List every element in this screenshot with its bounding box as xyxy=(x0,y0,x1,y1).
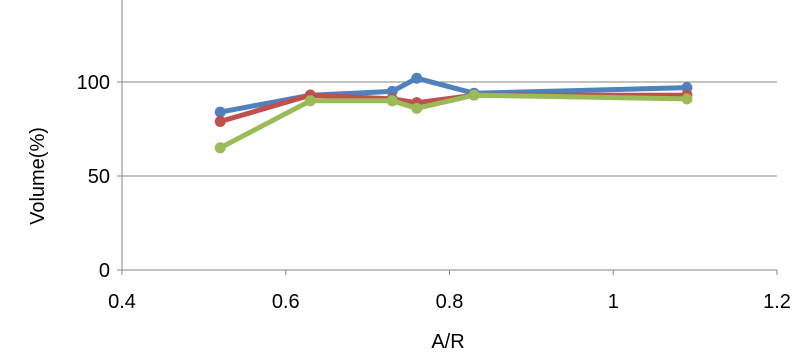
x-tick-label: 1 xyxy=(608,291,619,313)
gridlines xyxy=(122,81,777,177)
x-axis-title: A/R xyxy=(431,331,464,353)
y-tick-label: 0 xyxy=(99,260,110,282)
data-point xyxy=(214,106,226,118)
data-point xyxy=(411,102,423,114)
axes xyxy=(117,0,778,275)
series-layer xyxy=(214,72,693,154)
data-point xyxy=(681,82,693,94)
series-line xyxy=(217,92,690,151)
data-point xyxy=(411,72,423,84)
y-tick-label: 100 xyxy=(77,72,110,94)
x-tick-label: 0.4 xyxy=(108,291,136,313)
series-3 xyxy=(214,89,693,154)
data-point xyxy=(468,89,480,101)
data-point xyxy=(304,95,316,107)
data-point xyxy=(681,93,693,105)
data-point xyxy=(386,95,398,107)
data-point xyxy=(386,85,398,97)
x-tick-label: 1.2 xyxy=(763,291,791,313)
y-axis-title: Volume(%) xyxy=(27,127,49,225)
tick-labels: 0 50 100 0.4 0.6 0.8 1 1.2 xyxy=(77,72,791,313)
data-point xyxy=(214,142,226,154)
x-tick-label: 0.6 xyxy=(272,291,300,313)
x-tick-label: 0.8 xyxy=(436,291,464,313)
data-point xyxy=(214,115,226,127)
y-tick-label: 50 xyxy=(88,166,110,188)
